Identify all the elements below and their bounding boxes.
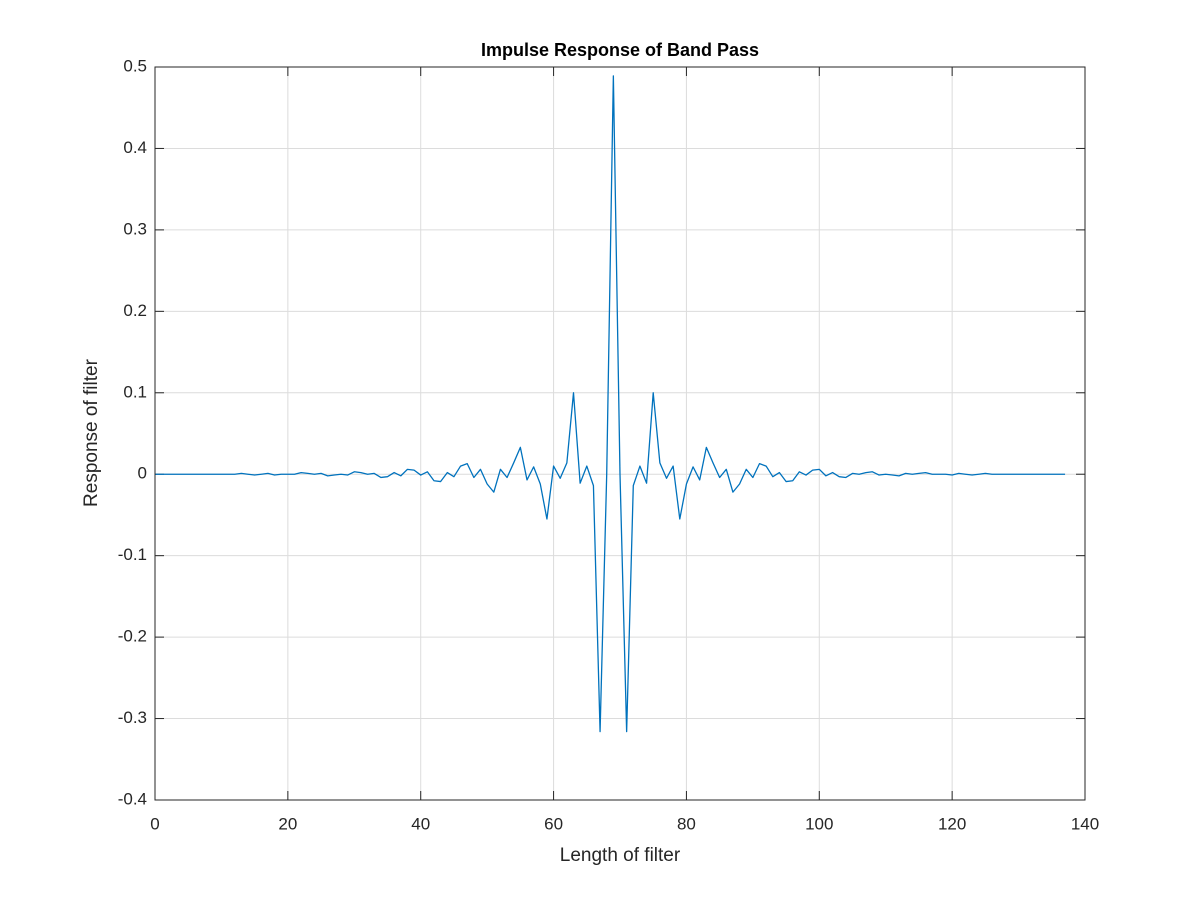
y-tick-label: 0.5 — [123, 56, 147, 75]
x-axis-label: Length of filter — [560, 845, 681, 866]
x-tick-label: 80 — [677, 814, 696, 833]
x-tick-label: 60 — [544, 814, 563, 833]
y-tick-label: 0.4 — [123, 138, 147, 157]
y-tick-label: 0 — [138, 464, 147, 483]
x-tick-label: 0 — [150, 814, 159, 833]
y-axis-label: Response of filter — [81, 358, 102, 507]
x-tick-label: 20 — [278, 814, 297, 833]
plot-frame — [154, 66, 1086, 801]
x-tick-label: 120 — [938, 814, 966, 833]
y-tick-label: 0.1 — [123, 382, 147, 401]
x-tick-label: 140 — [1071, 814, 1099, 833]
y-tick-label: -0.4 — [118, 789, 147, 808]
y-tick-label: -0.1 — [118, 545, 147, 564]
data-line — [155, 75, 1066, 733]
y-tick-label: 0.3 — [123, 219, 147, 238]
x-tick-label: 40 — [411, 814, 430, 833]
y-tick-label: -0.2 — [118, 627, 147, 646]
y-tick-label: -0.3 — [118, 708, 147, 727]
chart-title: Impulse Response of Band Pass — [481, 40, 759, 60]
y-tick-label: 0.2 — [123, 301, 147, 320]
x-tick-label: 100 — [805, 814, 833, 833]
